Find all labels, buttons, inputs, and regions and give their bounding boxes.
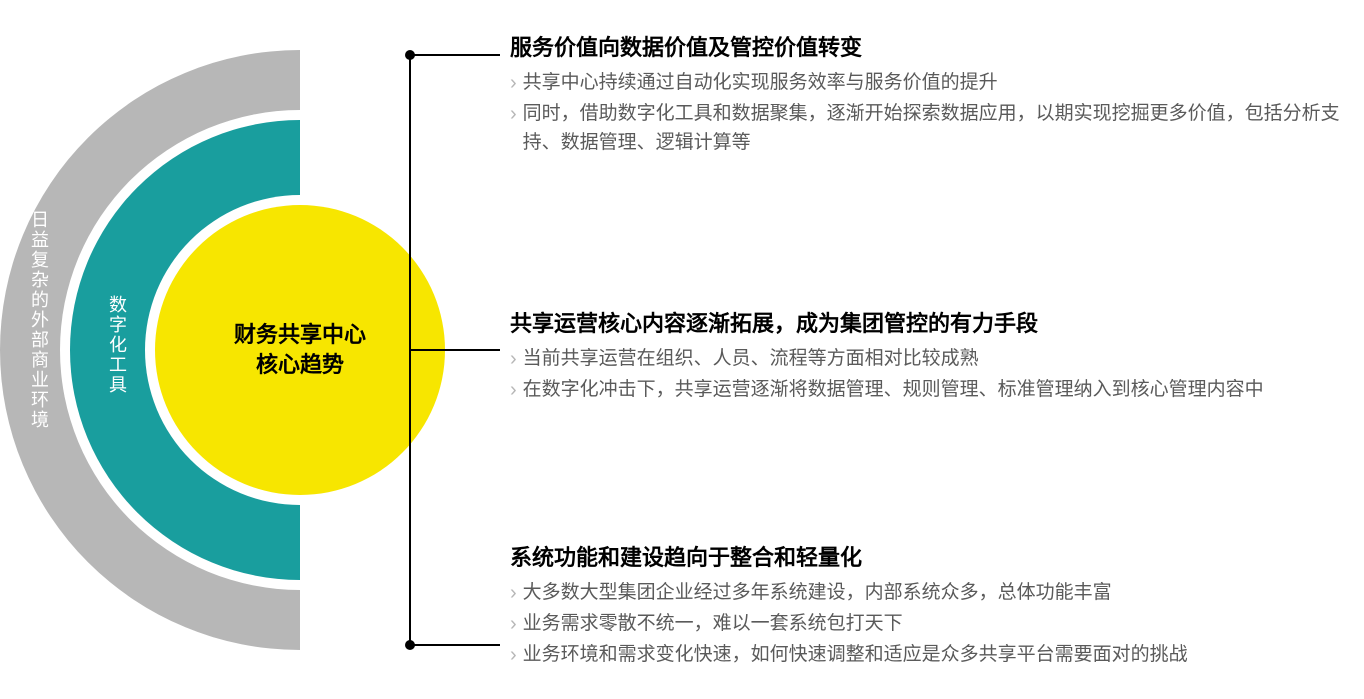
bullet-marker-icon: › <box>510 578 517 609</box>
bullet-text: 共享中心持续通过自动化实现服务效率与服务价值的提升 <box>523 68 1340 97</box>
bullet-marker-icon: › <box>510 344 517 375</box>
section-2-bullet-2: › 在数字化冲击下，共享运营逐渐将数据管理、规则管理、标准管理纳入到核心管理内容… <box>510 375 1340 406</box>
section-1-bullet-1: › 共享中心持续通过自动化实现服务效率与服务价值的提升 <box>510 68 1340 99</box>
section-3-bullet-1: › 大多数大型集团企业经过多年系统建设，内部系统众多，总体功能丰富 <box>510 578 1340 609</box>
section-3-bullet-2: › 业务需求零散不统一，难以一套系统包打天下 <box>510 609 1340 640</box>
section-1-title: 服务价值向数据价值及管控价值转变 <box>510 30 1340 62</box>
section-3-title: 系统功能和建设趋向于整合和轻量化 <box>510 540 1340 572</box>
section-2: 共享运营核心内容逐渐拓展，成为集团管控的有力手段 › 当前共享运营在组织、人员、… <box>510 306 1340 406</box>
bullet-text: 同时，借助数字化工具和数据聚集，逐渐开始探索数据应用，以期实现挖掘更多价值，包括… <box>523 99 1340 158</box>
section-3: 系统功能和建设趋向于整合和轻量化 › 大多数大型集团企业经过多年系统建设，内部系… <box>510 540 1340 671</box>
connector-dot-top <box>405 50 415 60</box>
bullet-text: 业务环境和需求变化快速，如何快速调整和适应是众多共享平台需要面对的挑战 <box>523 640 1340 669</box>
bullet-text: 业务需求零散不统一，难以一套系统包打天下 <box>523 609 1340 638</box>
section-2-title: 共享运营核心内容逐渐拓展，成为集团管控的有力手段 <box>510 306 1340 338</box>
bullet-text: 在数字化冲击下，共享运营逐渐将数据管理、规则管理、标准管理纳入到核心管理内容中 <box>523 375 1340 404</box>
bullet-marker-icon: › <box>510 68 517 99</box>
bullet-marker-icon: › <box>510 375 517 406</box>
outer-ring-label: 日益复杂的外部商业环境 <box>26 210 52 430</box>
section-3-bullet-3: › 业务环境和需求变化快速，如何快速调整和适应是众多共享平台需要面对的挑战 <box>510 640 1340 671</box>
core-label-line1: 财务共享中心 <box>200 320 400 350</box>
bullet-marker-icon: › <box>510 640 517 671</box>
middle-ring-label: 数字化工具 <box>104 295 130 395</box>
connector-bracket <box>410 55 500 645</box>
bullet-text: 当前共享运营在组织、人员、流程等方面相对比较成熟 <box>523 344 1340 373</box>
section-2-bullet-1: › 当前共享运营在组织、人员、流程等方面相对比较成熟 <box>510 344 1340 375</box>
core-label: 财务共享中心 核心趋势 <box>200 320 400 379</box>
bullet-text: 大多数大型集团企业经过多年系统建设，内部系统众多，总体功能丰富 <box>523 578 1340 607</box>
section-1-bullet-2: › 同时，借助数字化工具和数据聚集，逐渐开始探索数据应用，以期实现挖掘更多价值，… <box>510 99 1340 158</box>
connector-dot-bot <box>405 640 415 650</box>
bullet-marker-icon: › <box>510 99 517 130</box>
core-label-line2: 核心趋势 <box>200 350 400 380</box>
bullet-marker-icon: › <box>510 609 517 640</box>
section-1: 服务价值向数据价值及管控价值转变 › 共享中心持续通过自动化实现服务效率与服务价… <box>510 30 1340 158</box>
trend-diagram: 日益复杂的外部商业环境 数字化工具 财务共享中心 核心趋势 服务价值向数据价值及… <box>0 0 1364 699</box>
